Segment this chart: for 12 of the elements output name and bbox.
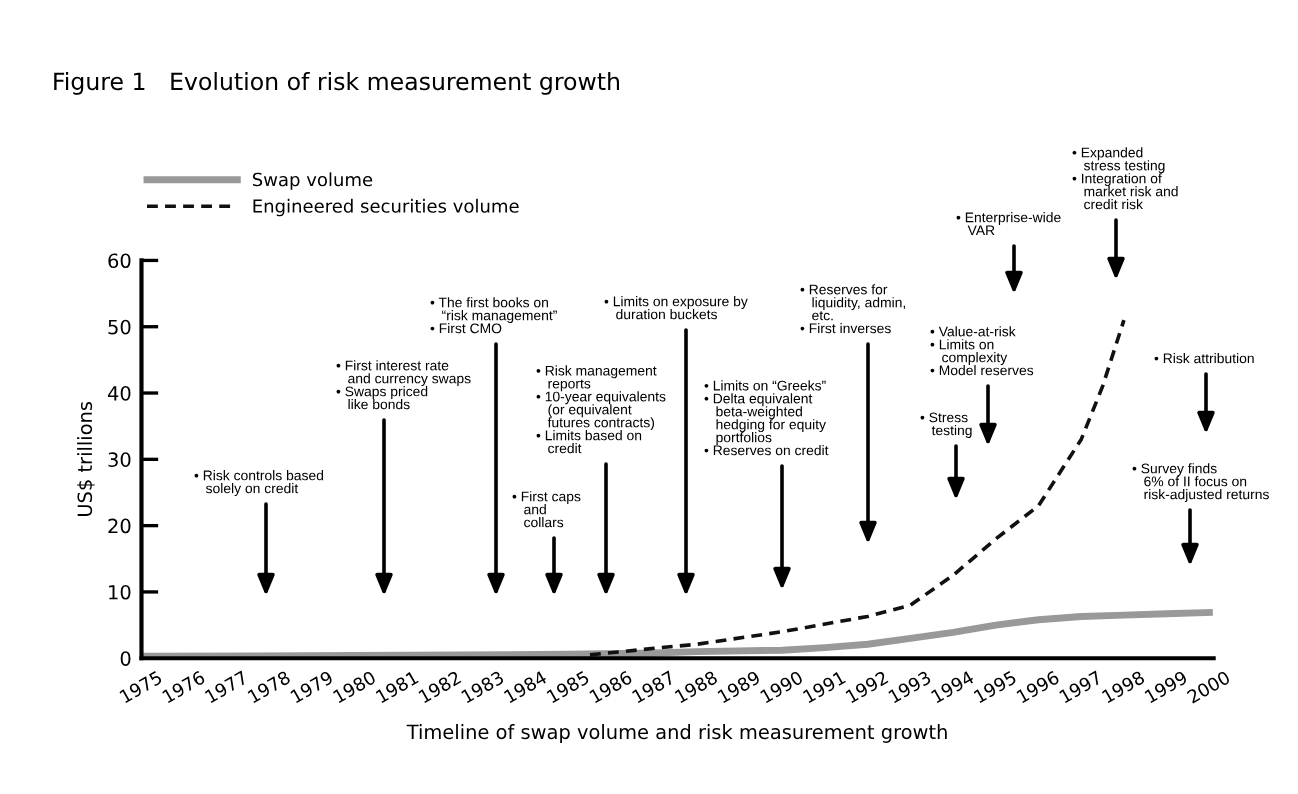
y-tick-label: 0 <box>120 651 131 666</box>
y-axis-title: US$ trillions <box>77 401 95 516</box>
legend-label: Engineered securities volume <box>253 198 519 217</box>
y-tick-label: 40 <box>107 385 131 401</box>
y-tick-label: 20 <box>108 518 131 534</box>
y-tick-label: 50 <box>108 319 131 335</box>
chart-title: Figure 1 Evolution of risk measurement growth <box>54 71 620 95</box>
y-tick-label: 10 <box>109 584 131 600</box>
legend-label: Swap volume <box>252 172 373 190</box>
x-axis-title: Timeline of swap volume and risk measurement growth <box>406 724 947 743</box>
y-tick-label: 60 <box>108 253 131 269</box>
y-tick-label: 30 <box>108 452 131 467</box>
